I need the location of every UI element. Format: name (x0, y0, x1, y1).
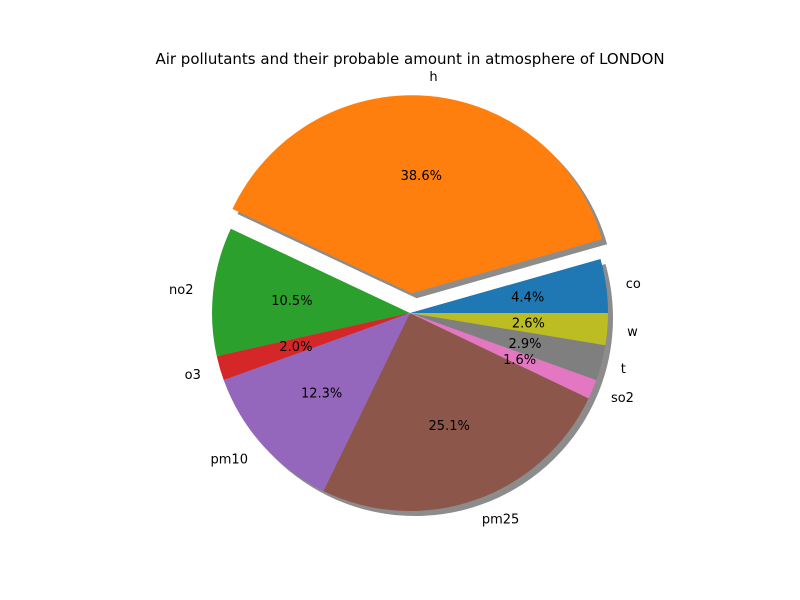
pie-category-label-no2: no2 (169, 283, 193, 298)
pie-pct-label-so2: 1.6% (503, 353, 536, 368)
pie-category-label-so2: so2 (611, 391, 634, 406)
pie-pct-label-w: 2.6% (512, 317, 545, 332)
pie-slice-w (410, 313, 608, 346)
pie-pct-label-co: 4.4% (511, 291, 544, 306)
pie-category-label-w: w (627, 325, 638, 340)
pie-pct-label-t: 2.9% (508, 337, 541, 352)
chart-title: Air pollutants and their probable amount… (155, 50, 664, 68)
pie-category-label-co: co (626, 277, 641, 292)
pie-slice-pm10 (223, 313, 410, 492)
pie-category-label-t: t (621, 362, 626, 377)
pie-slices (211, 95, 608, 511)
pie-pct-label-h: 38.6% (401, 169, 442, 184)
pie-pct-label-no2: 10.5% (271, 294, 312, 309)
pie-slice-t (410, 313, 606, 381)
pie-slice-co (410, 258, 608, 313)
pie-slice-no2 (211, 228, 410, 357)
pie-category-label-h: h (429, 70, 437, 85)
pie-slice-h (232, 95, 603, 294)
pie-labels: 4.4% co 38.6% h 10.5% no2 2.0% o3 12.3% pm10 25.1%… (169, 70, 641, 527)
pie-pct-label-pm25: 25.1% (429, 419, 470, 434)
pie-pct-label-o3: 2.0% (279, 340, 312, 355)
pie-pct-label-pm10: 12.3% (301, 386, 342, 401)
pie-category-label-o3: o3 (185, 368, 201, 383)
pie-slice-o3 (216, 313, 410, 381)
pie-slice-so2 (410, 313, 597, 399)
pie-slice-pm25 (323, 313, 589, 511)
pie-category-label-pm25: pm25 (482, 513, 519, 528)
pie-category-label-pm10: pm10 (211, 453, 248, 468)
